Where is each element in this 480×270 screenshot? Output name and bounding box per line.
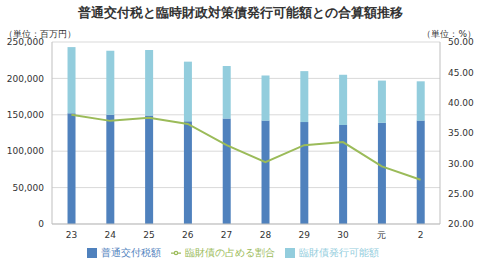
svg-text:30.00: 30.00	[448, 159, 472, 169]
svg-text:150,000: 150,000	[8, 110, 44, 120]
svg-text:2: 2	[418, 230, 424, 240]
svg-text:40.00: 40.00	[448, 98, 472, 108]
svg-text:45.00: 45.00	[448, 68, 472, 78]
svg-text:30: 30	[337, 230, 349, 240]
svg-text:元: 元	[377, 230, 386, 240]
svg-text:200,000: 200,000	[8, 74, 44, 84]
svg-text:29: 29	[298, 230, 310, 240]
svg-text:24: 24	[104, 230, 116, 240]
html-text:普通交付税額: 普通交付税額	[101, 247, 161, 258]
svg-text:50,000: 50,000	[13, 183, 45, 193]
html-text:普通交付税と臨時財政対策債発行可能額との合算額推移: 普通交付税と臨時財政対策債発行可能額との合算額推移	[77, 5, 403, 20]
svg-text:20.00: 20.00	[448, 219, 472, 229]
svg-text:35.00: 35.00	[448, 128, 472, 138]
svg-text:50.00: 50.00	[448, 37, 472, 47]
html-text:（単位：%）: （単位：%）	[422, 29, 476, 39]
html-text:（単位：百万円）: （単位：百万円）	[4, 29, 76, 39]
svg-text:25: 25	[143, 230, 154, 240]
svg-text:26: 26	[182, 230, 194, 240]
svg-text:25.00: 25.00	[448, 189, 472, 199]
svg-text:28: 28	[260, 230, 272, 240]
svg-text:0: 0	[38, 219, 44, 229]
svg-text:23: 23	[66, 230, 77, 240]
svg-text:27: 27	[221, 230, 232, 240]
svg-text:100,000: 100,000	[8, 146, 44, 156]
svg-text:250,000: 250,000	[8, 37, 44, 47]
html-text:臨財債発行可能額: 臨財債発行可能額	[299, 247, 379, 258]
html-text:臨財債の占める割合: 臨財債の占める割合	[185, 247, 275, 258]
